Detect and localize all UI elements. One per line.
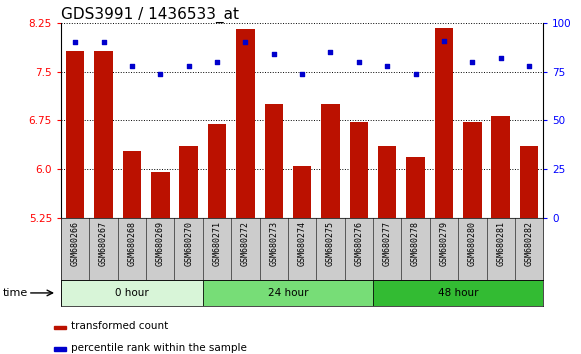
Bar [55, 326, 66, 329]
Bar [203, 280, 373, 306]
Bar [321, 104, 340, 218]
Text: GSM680268: GSM680268 [127, 221, 137, 266]
Point [241, 40, 250, 45]
Text: time: time [3, 288, 28, 298]
Text: 24 hour: 24 hour [268, 288, 308, 298]
Point [70, 40, 80, 45]
Bar [350, 122, 368, 218]
Text: transformed count: transformed count [71, 321, 168, 331]
Text: GSM680279: GSM680279 [439, 221, 449, 266]
Bar [520, 146, 538, 218]
Text: GSM680281: GSM680281 [496, 221, 505, 266]
Bar [492, 116, 510, 218]
Text: GSM680272: GSM680272 [241, 221, 250, 266]
Bar [378, 146, 396, 218]
Bar [180, 146, 198, 218]
Text: GSM680274: GSM680274 [297, 221, 307, 266]
Point [525, 63, 534, 69]
Bar [94, 51, 113, 218]
Point [382, 63, 392, 69]
Bar [463, 122, 482, 218]
Text: GSM680278: GSM680278 [411, 221, 420, 266]
Bar [55, 347, 66, 350]
Bar [264, 104, 283, 218]
Point [297, 71, 307, 76]
Text: 0 hour: 0 hour [115, 288, 149, 298]
Bar [208, 124, 226, 218]
Point [468, 59, 477, 65]
Point [269, 51, 278, 57]
Text: percentile rank within the sample: percentile rank within the sample [71, 343, 246, 353]
Point [184, 63, 193, 69]
Point [99, 40, 108, 45]
Point [411, 71, 420, 76]
Bar [66, 51, 84, 218]
Point [496, 55, 505, 61]
Point [156, 71, 165, 76]
Point [439, 38, 449, 44]
Text: GDS3991 / 1436533_at: GDS3991 / 1436533_at [61, 7, 239, 23]
Bar [123, 151, 141, 218]
Point [326, 49, 335, 55]
Point [354, 59, 364, 65]
Text: GSM680277: GSM680277 [383, 221, 392, 266]
Text: GSM680266: GSM680266 [71, 221, 80, 266]
Text: 48 hour: 48 hour [438, 288, 478, 298]
Bar [61, 280, 203, 306]
Bar [373, 280, 543, 306]
Text: GSM680267: GSM680267 [99, 221, 108, 266]
Text: GSM680275: GSM680275 [326, 221, 335, 266]
Text: GSM680270: GSM680270 [184, 221, 193, 266]
Text: GSM680271: GSM680271 [213, 221, 221, 266]
Bar [293, 166, 311, 218]
Text: GSM680280: GSM680280 [468, 221, 477, 266]
Bar [236, 29, 254, 218]
Bar [406, 157, 425, 218]
Text: GSM680282: GSM680282 [525, 221, 533, 266]
Text: GSM680273: GSM680273 [269, 221, 278, 266]
Point [213, 59, 222, 65]
Point [127, 63, 137, 69]
Text: GSM680276: GSM680276 [354, 221, 363, 266]
Text: GSM680269: GSM680269 [156, 221, 165, 266]
Bar [435, 28, 453, 218]
Bar [151, 172, 170, 218]
